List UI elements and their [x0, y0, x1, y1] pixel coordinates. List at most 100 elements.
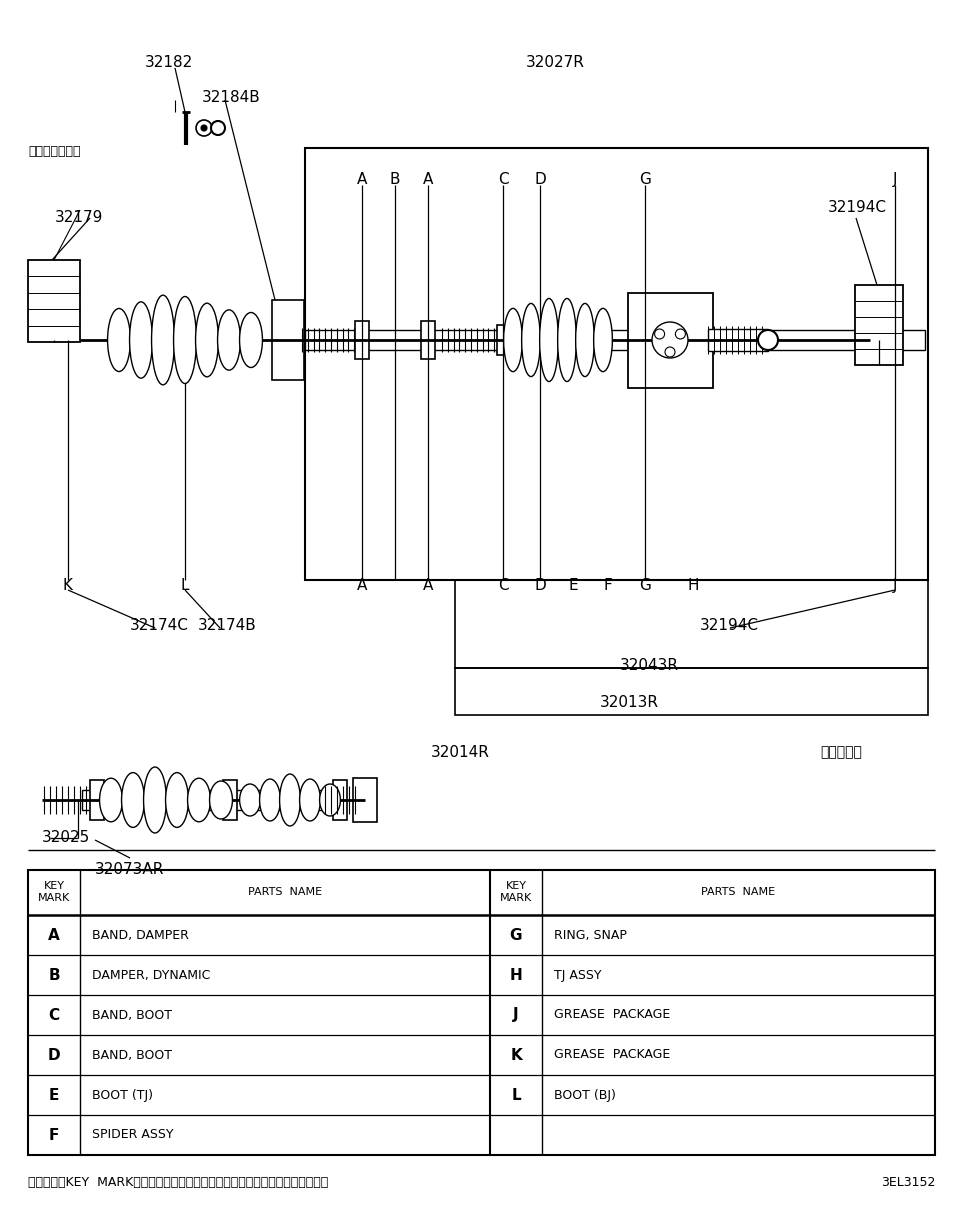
Text: G: G — [510, 928, 522, 943]
Text: A: A — [422, 172, 433, 188]
Bar — [28, 870, 935, 1156]
Text: 32174C: 32174C — [130, 618, 189, 633]
Text: 32043R: 32043R — [620, 658, 679, 673]
Circle shape — [652, 322, 688, 358]
Text: L: L — [180, 578, 189, 593]
Ellipse shape — [122, 773, 144, 828]
Ellipse shape — [196, 304, 219, 376]
Text: C: C — [497, 578, 508, 593]
Bar — [90, 780, 104, 820]
Text: H: H — [687, 578, 699, 593]
Text: C: C — [497, 172, 508, 188]
Bar — [82, 790, 325, 809]
Text: F: F — [49, 1128, 60, 1142]
Text: D: D — [534, 172, 546, 188]
Bar — [333, 780, 347, 820]
Text: E: E — [568, 578, 578, 593]
Text: A: A — [48, 928, 60, 943]
Text: （デフ側）: （デフ側） — [820, 745, 862, 759]
Text: BAND, DAMPER: BAND, DAMPER — [92, 928, 189, 941]
Ellipse shape — [240, 784, 260, 816]
Text: J: J — [893, 172, 898, 188]
Bar — [455, 580, 928, 668]
Text: GREASE  PACKAGE: GREASE PACKAGE — [554, 1049, 670, 1061]
Text: BAND, BOOT: BAND, BOOT — [92, 1008, 172, 1021]
Text: E: E — [49, 1088, 60, 1102]
Ellipse shape — [130, 301, 153, 379]
Text: A: A — [357, 172, 367, 188]
Text: 32174B: 32174B — [198, 618, 256, 633]
Text: F: F — [604, 578, 612, 593]
Text: 32013R: 32013R — [600, 695, 659, 710]
Text: 32184B: 32184B — [202, 90, 261, 105]
Bar — [628, 293, 713, 388]
Text: TJ ASSY: TJ ASSY — [554, 968, 602, 981]
Circle shape — [758, 330, 778, 350]
Text: K: K — [510, 1048, 522, 1062]
Ellipse shape — [174, 296, 197, 384]
Text: KEY
MARK: KEY MARK — [500, 881, 532, 903]
Text: （注）上記KEY  MARKの付いている部品は、単品非供給（ＳＩＫ）部品を示す。: （注）上記KEY MARKの付いている部品は、単品非供給（ＳＩＫ）部品を示す。 — [28, 1176, 328, 1189]
Ellipse shape — [100, 778, 123, 822]
Text: 32025: 32025 — [42, 830, 90, 845]
Text: D: D — [534, 578, 546, 593]
Text: A: A — [357, 578, 367, 593]
Bar — [223, 780, 237, 820]
Circle shape — [201, 125, 207, 131]
Ellipse shape — [593, 309, 612, 371]
Ellipse shape — [218, 310, 240, 370]
Text: SPIDER ASSY: SPIDER ASSY — [92, 1129, 174, 1141]
Circle shape — [655, 329, 664, 339]
Ellipse shape — [521, 304, 540, 376]
Bar — [708, 329, 768, 351]
Text: G: G — [639, 578, 651, 593]
Text: L: L — [511, 1088, 521, 1102]
Text: GREASE  PACKAGE: GREASE PACKAGE — [554, 1008, 670, 1021]
Ellipse shape — [209, 780, 232, 819]
Ellipse shape — [259, 779, 280, 822]
Text: D: D — [48, 1048, 60, 1062]
Text: RING, SNAP: RING, SNAP — [554, 928, 627, 941]
Ellipse shape — [144, 767, 166, 832]
Text: J: J — [514, 1008, 518, 1022]
Text: J: J — [893, 578, 898, 593]
Bar — [305, 330, 925, 350]
Text: K: K — [63, 578, 73, 593]
Ellipse shape — [240, 312, 262, 368]
Bar — [305, 148, 928, 580]
Bar — [421, 321, 435, 359]
Bar — [534, 325, 546, 355]
Text: （ホイール側）: （ホイール側） — [28, 145, 81, 159]
Text: 3EL3152: 3EL3152 — [880, 1176, 935, 1189]
Ellipse shape — [165, 773, 188, 828]
Ellipse shape — [576, 304, 594, 376]
Bar — [272, 300, 304, 380]
Text: A: A — [422, 578, 433, 593]
Text: B: B — [390, 172, 400, 188]
Ellipse shape — [108, 309, 131, 371]
Bar — [497, 325, 509, 355]
Text: BOOT (BJ): BOOT (BJ) — [554, 1089, 616, 1101]
Bar — [28, 260, 80, 342]
Text: G: G — [639, 172, 651, 188]
Bar — [455, 668, 928, 715]
Text: B: B — [48, 968, 60, 983]
Circle shape — [665, 347, 675, 357]
Text: 32179: 32179 — [55, 211, 104, 225]
Bar — [355, 321, 369, 359]
Text: 32194C: 32194C — [828, 200, 887, 215]
Text: PARTS  NAME: PARTS NAME — [701, 887, 775, 897]
Text: 32073AR: 32073AR — [95, 862, 165, 877]
Text: H: H — [510, 968, 522, 983]
Ellipse shape — [152, 295, 175, 385]
Ellipse shape — [504, 309, 522, 371]
Circle shape — [211, 121, 225, 136]
Text: 32182: 32182 — [145, 54, 193, 70]
Text: 32194C: 32194C — [700, 618, 759, 633]
Ellipse shape — [300, 779, 321, 822]
Circle shape — [196, 120, 212, 136]
Text: BOOT (TJ): BOOT (TJ) — [92, 1089, 153, 1101]
Text: KEY
MARK: KEY MARK — [37, 881, 70, 903]
Ellipse shape — [558, 299, 576, 381]
Circle shape — [676, 329, 685, 339]
